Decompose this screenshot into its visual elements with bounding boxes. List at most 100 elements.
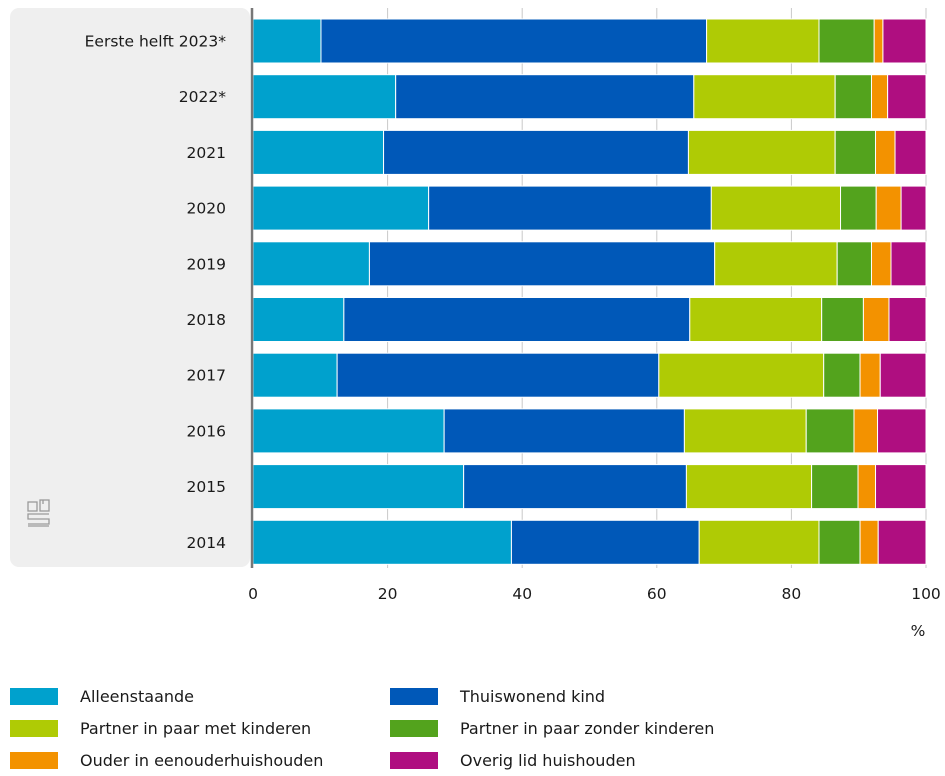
bar-segment — [894, 129, 927, 175]
bar-segment — [252, 352, 338, 398]
bar-segment — [875, 129, 896, 175]
category-label: Eerste helft 2023* — [85, 33, 227, 51]
x-tick-label: 60 — [647, 585, 667, 603]
bar-segment — [805, 408, 855, 454]
chart-area: Eerste helft 2023* 2022* 2021 2020 2019 2018 2… — [10, 8, 941, 640]
bar-segment — [443, 408, 685, 454]
category-label: 2019 — [187, 255, 226, 273]
legend-label: Ouder in eenouderhuishouden — [80, 750, 324, 770]
bar-segment — [873, 18, 884, 64]
bar-segment — [862, 297, 890, 342]
legend-label: Thuiswonend kind — [460, 686, 606, 706]
bar-segment — [706, 18, 820, 64]
bar-segment — [693, 74, 836, 120]
bar-segment — [252, 129, 385, 175]
bar-segment — [811, 464, 859, 510]
bar-segment — [714, 241, 838, 287]
category-label: 2018 — [187, 311, 226, 329]
legend-label: Overig lid huishouden — [460, 750, 636, 770]
category-label: 2016 — [187, 422, 226, 440]
bar-segment — [888, 297, 927, 342]
x-tick-labels: 0 20 40 60 80 100 — [248, 585, 941, 603]
bar-segment — [877, 519, 927, 565]
bar-segment — [658, 352, 825, 398]
bar-segment — [890, 241, 927, 287]
legend-item-thuiswonend-kind: Thuiswonend kind — [390, 684, 605, 708]
x-tick-label: 100 — [911, 585, 941, 603]
bar-segment — [428, 185, 712, 231]
x-tick-label: 0 — [248, 585, 258, 603]
bar-segment — [685, 464, 813, 510]
bar-segment — [252, 241, 370, 287]
legend-label: Partner in paar zonder kinderen — [460, 718, 715, 738]
x-unit-label: % — [911, 622, 926, 640]
category-label: 2021 — [187, 144, 226, 162]
bar-segment — [840, 185, 877, 231]
legend: Alleenstaande Thuiswonend kind Partner i… — [10, 682, 930, 776]
bar-segment — [818, 18, 875, 64]
category-label: 2015 — [187, 478, 226, 496]
bar-segment — [689, 297, 823, 342]
category-labels: Eerste helft 2023* 2022* 2021 2020 2019 2018 2… — [85, 33, 227, 552]
category-label: 2017 — [187, 367, 226, 385]
category-panel — [10, 8, 250, 567]
bar-segment — [510, 519, 700, 565]
category-label: 2022* — [179, 88, 226, 106]
bar-segment — [252, 408, 445, 454]
bar-segment — [320, 18, 708, 64]
bar-segment — [870, 74, 889, 120]
bar-segment — [887, 74, 927, 120]
bar-segment — [683, 408, 807, 454]
stacked-bar-chart: Eerste helft 2023* 2022* 2021 2020 2019 2018 2… — [10, 8, 941, 640]
bar-segment — [336, 352, 660, 398]
legend-item-ouder-eenouderhuishouden: Ouder in eenouderhuishouden — [10, 748, 323, 772]
bar-segment — [252, 297, 345, 342]
bar-segment — [834, 74, 872, 120]
bar-segment — [882, 18, 927, 64]
bar-segment — [698, 519, 820, 565]
bar-segment — [877, 408, 927, 454]
bar-segment — [818, 519, 861, 565]
bar-segment — [875, 185, 902, 231]
bar-segment — [368, 241, 716, 287]
legend-item-overig-lid: Overig lid huishouden — [390, 748, 636, 772]
bar-segment — [875, 464, 927, 510]
bar-segment — [252, 18, 322, 64]
cbs-logo-icon — [27, 499, 50, 527]
category-label: 2020 — [187, 200, 226, 218]
legend-swatch — [10, 687, 58, 705]
bar-segment — [859, 352, 881, 398]
bar-segment — [879, 352, 927, 398]
bar-segment — [252, 464, 465, 510]
x-tick-label: 40 — [512, 585, 532, 603]
bar-segment — [710, 185, 842, 231]
legend-item-partner-zonder-kinderen: Partner in paar zonder kinderen — [390, 716, 714, 740]
x-tick-label: 80 — [782, 585, 802, 603]
bar-segment — [900, 185, 927, 231]
bars — [252, 18, 927, 565]
legend-swatch — [390, 719, 438, 737]
bar-segment — [853, 408, 879, 454]
bar-segment — [859, 519, 879, 565]
bar-segment — [821, 297, 864, 342]
bar-segment — [343, 297, 691, 342]
legend-item-partner-met-kinderen: Partner in paar met kinderen — [10, 716, 311, 740]
bar-segment — [823, 352, 861, 398]
legend-label: Partner in paar met kinderen — [80, 718, 312, 738]
legend-swatch — [10, 751, 58, 769]
legend-swatch — [10, 719, 58, 737]
bar-segment — [252, 185, 430, 231]
bar-segment — [836, 241, 872, 287]
bar-segment — [252, 519, 512, 565]
legend-swatch — [390, 687, 438, 705]
bar-segment — [857, 464, 877, 510]
bar-segment — [834, 129, 877, 175]
bar-segment — [383, 129, 689, 175]
category-label: 2014 — [187, 534, 226, 552]
bar-segment — [687, 129, 836, 175]
bar-segment — [252, 74, 397, 120]
legend-label: Alleenstaande — [80, 686, 195, 706]
legend-item-alleenstaande: Alleenstaande — [10, 684, 194, 708]
x-tick-label: 20 — [378, 585, 398, 603]
bar-segment — [395, 74, 695, 120]
